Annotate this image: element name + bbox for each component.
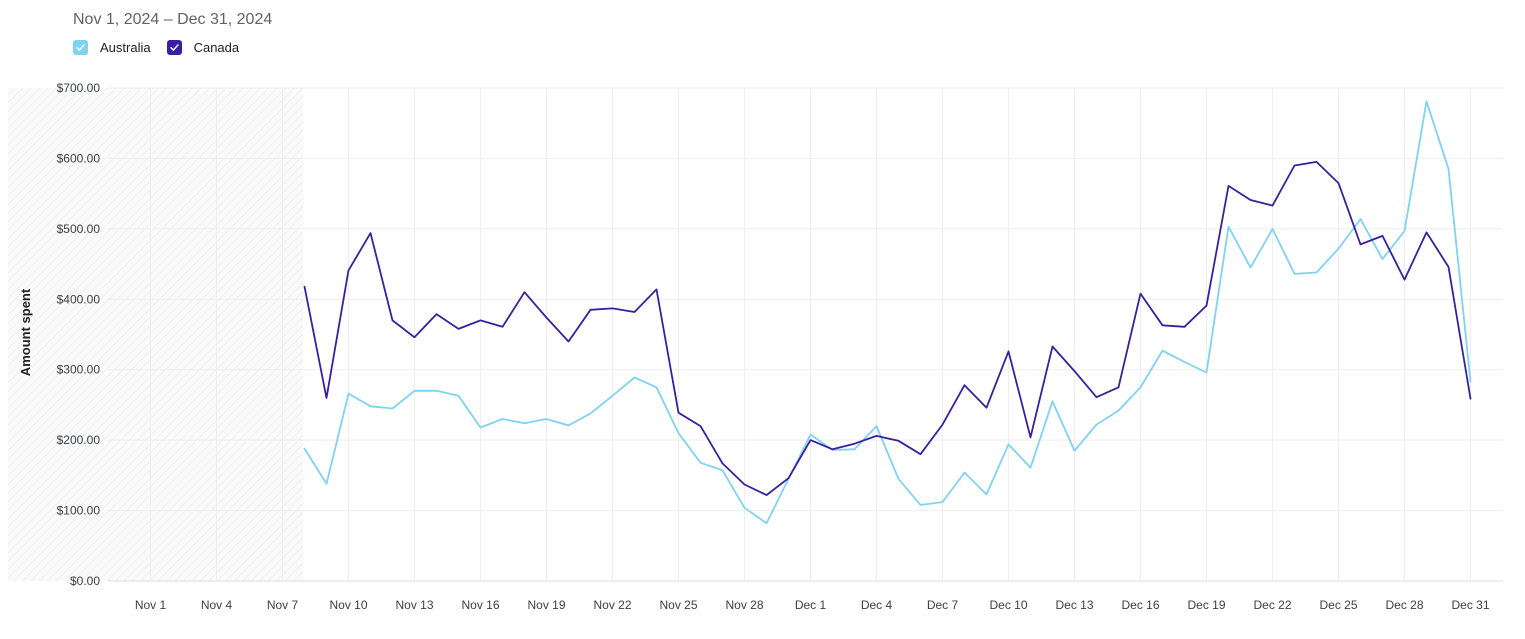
x-tick-label: Nov 10 [329,598,367,612]
series-line-canada[interactable] [303,160,1472,497]
x-tick-label: Dec 16 [1121,598,1159,612]
x-tick-label: Dec 19 [1187,598,1225,612]
y-tick-label: $600.00 [57,151,101,165]
x-tick-label: Dec 25 [1319,598,1357,612]
legend-item-australia[interactable]: Australia [73,40,151,55]
legend-item-canada[interactable]: Canada [166,40,240,55]
x-tick-label: Nov 1 [135,598,167,612]
date-range-label: Nov 1, 2024 – Dec 31, 2024 [73,11,273,28]
x-tick-label: Nov 28 [725,598,763,612]
legend-label: Australia [100,40,151,55]
y-tick-label: $500.00 [57,222,101,236]
y-tick-label: $400.00 [57,292,101,306]
y-tick-label: $100.00 [57,504,101,518]
x-tick-label: Dec 7 [927,598,959,612]
y-tick-label: $700.00 [57,81,101,95]
checkbox-checked-icon[interactable] [166,40,182,55]
x-tick-label: Dec 22 [1253,598,1291,612]
x-tick-label: Dec 28 [1385,598,1423,612]
y-tick-label: $300.00 [57,363,101,377]
legend: Australia Canada [73,40,255,55]
y-tick-label: $0.00 [70,574,100,588]
x-tick-label: Nov 13 [395,598,433,612]
x-tick-label: Dec 13 [1055,598,1093,612]
x-tick-label: Nov 19 [527,598,565,612]
x-tick-label: Nov 7 [267,598,299,612]
x-tick-label: Nov 22 [593,598,631,612]
x-tick-label: Dec 31 [1451,598,1489,612]
x-tick-label: Dec 1 [795,598,827,612]
x-tick-label: Dec 4 [861,598,893,612]
checkbox-checked-icon[interactable] [73,40,88,55]
y-tick-label: $200.00 [57,433,101,447]
x-tick-label: Nov 16 [461,598,499,612]
x-tick-label: Nov 25 [659,598,697,612]
x-tick-label: Dec 10 [989,598,1027,612]
no-data-region [8,88,304,581]
series-line-australia[interactable] [303,100,1472,525]
x-tick-label: Nov 4 [201,598,233,612]
y-axis-title: Amount spent [18,288,33,376]
legend-label: Canada [193,40,240,55]
